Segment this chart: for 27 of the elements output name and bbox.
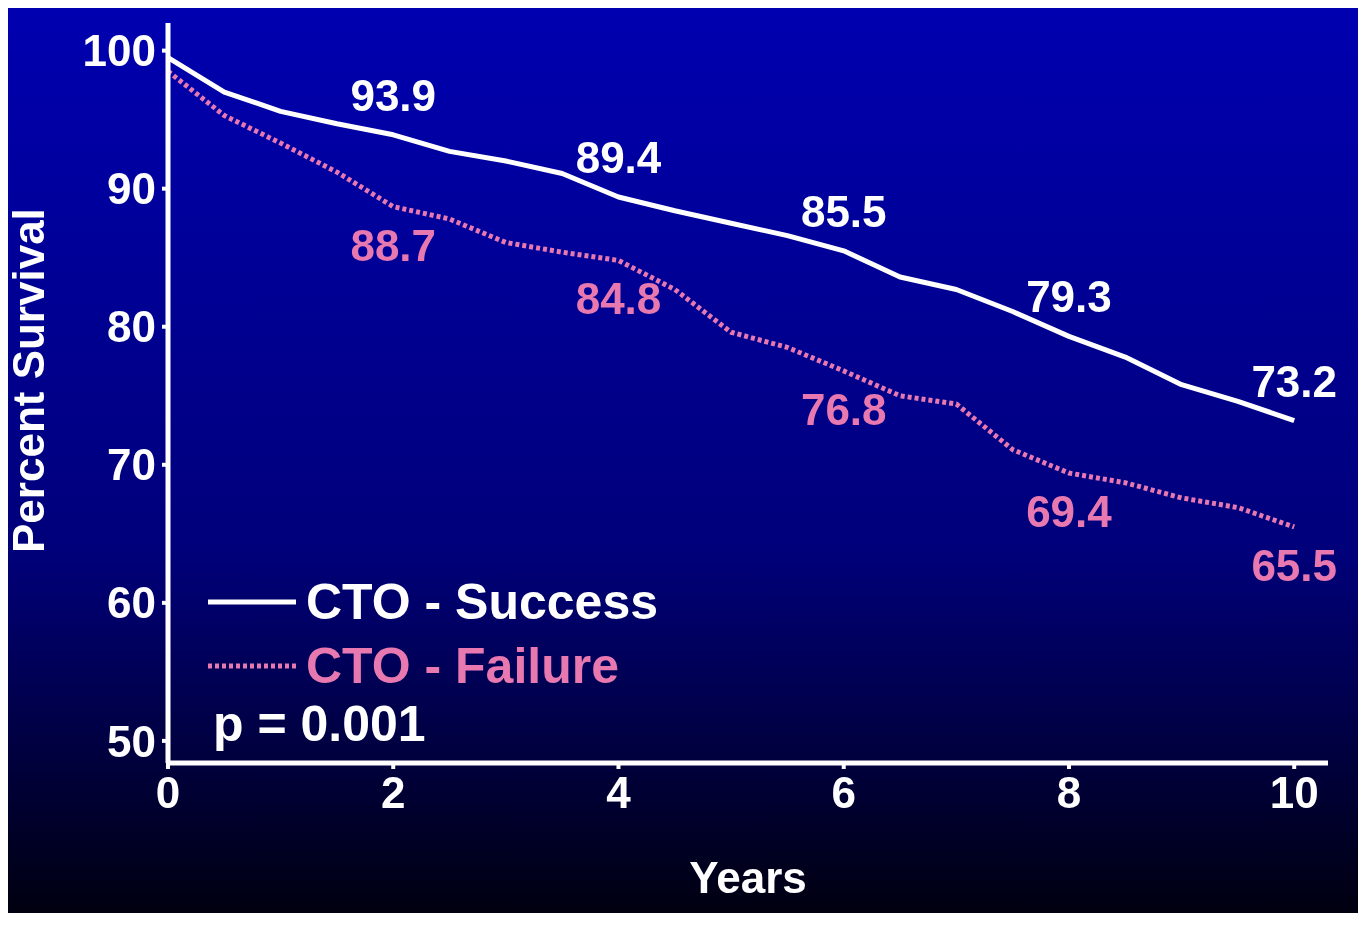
data-label: 79.3 xyxy=(1026,272,1112,322)
x-axis-title: Years xyxy=(689,853,807,902)
y-tick-label: 100 xyxy=(82,26,156,76)
data-label: 89.4 xyxy=(575,132,662,182)
x-tick-label: 6 xyxy=(831,768,856,818)
x-tick-label: 0 xyxy=(155,768,181,818)
x-tick-label: 8 xyxy=(1056,768,1082,818)
data-label: 93.9 xyxy=(350,70,437,120)
data-label: 88.7 xyxy=(350,220,437,270)
annotation: p = 0.001 xyxy=(213,695,426,753)
y-tick-label: 70 xyxy=(107,440,156,490)
data-label: 85.5 xyxy=(800,186,887,236)
y-tick-label: 60 xyxy=(107,578,156,628)
x-tick-label: 2 xyxy=(381,768,406,818)
y-tick-label: 90 xyxy=(107,164,156,214)
data-label: 76.8 xyxy=(800,384,887,434)
data-label: 84.8 xyxy=(575,274,662,324)
y-tick-label: 50 xyxy=(107,716,156,766)
y-axis-title: Percent Survival xyxy=(3,208,53,553)
data-label: 69.4 xyxy=(1026,487,1113,537)
data-label: 65.5 xyxy=(1251,540,1338,590)
legend-label: CTO - Failure xyxy=(306,637,620,695)
y-tick-label: 80 xyxy=(107,302,156,352)
data-label: 73.2 xyxy=(1251,356,1338,406)
x-tick-label: 10 xyxy=(1269,768,1319,818)
legend-label: CTO - Success xyxy=(306,573,659,631)
x-tick-label: 4 xyxy=(606,768,632,818)
